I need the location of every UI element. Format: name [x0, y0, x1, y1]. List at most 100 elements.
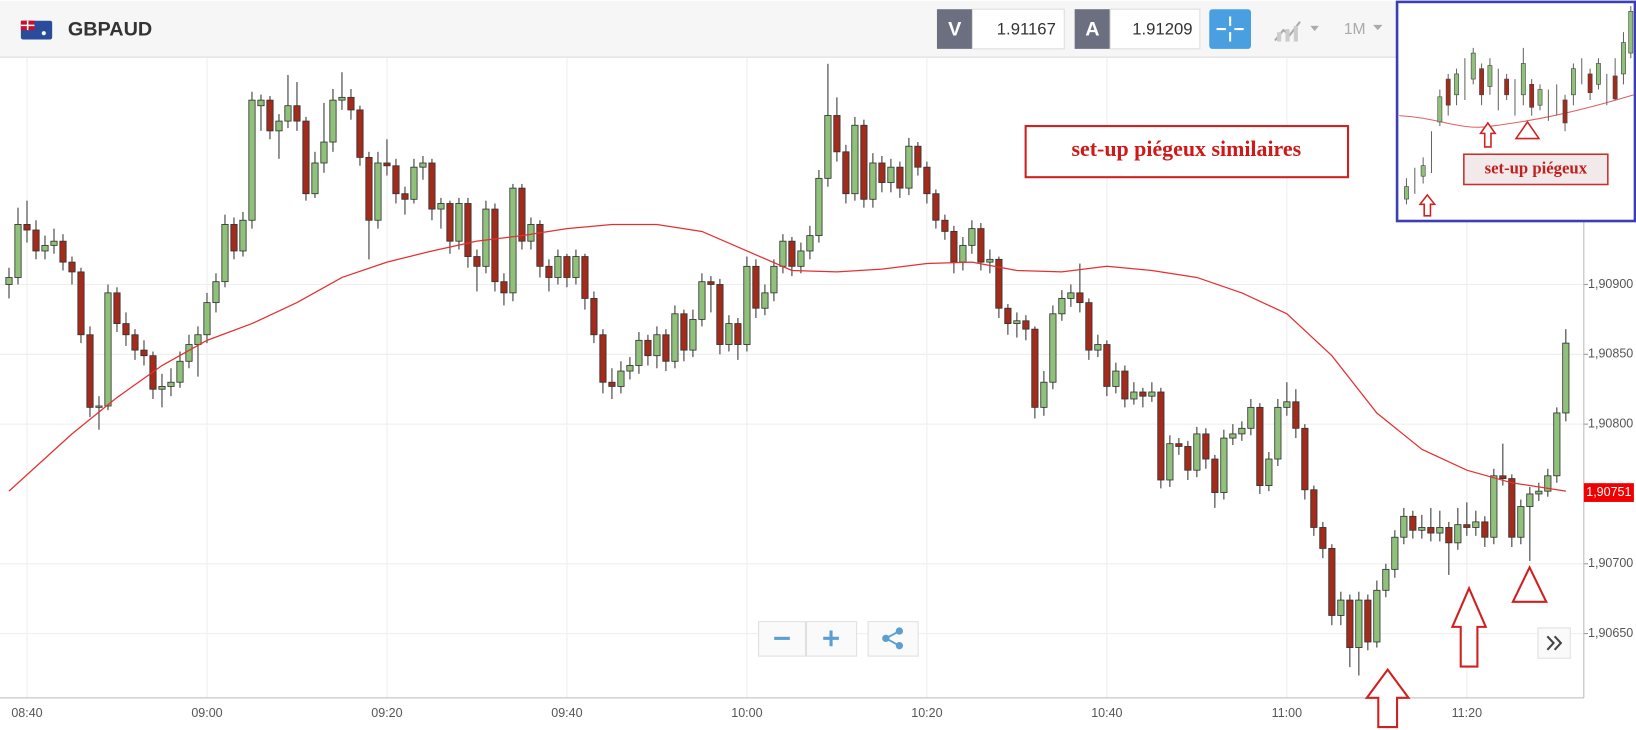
candle-body	[185, 344, 193, 362]
zoom-out-button[interactable]	[758, 621, 807, 657]
zoom-in-button[interactable]	[806, 621, 858, 657]
x-tick-label: 11:20	[1452, 706, 1482, 720]
candle-body	[1562, 342, 1570, 414]
candle-body	[968, 228, 976, 246]
plot-area: 08:40 09:00 09:20 09:40 10:00 10:20 10:40 11:00…	[0, 58, 1634, 720]
candle-body	[1490, 475, 1498, 538]
x-tick-label: 09:20	[371, 706, 402, 720]
candle-body	[527, 224, 535, 242]
candle-body	[473, 256, 481, 267]
candle-body	[1121, 370, 1129, 400]
candle-body	[887, 166, 895, 183]
candle-body	[104, 292, 112, 407]
candle-body	[617, 370, 625, 387]
candle-body	[401, 193, 409, 200]
candle-body	[374, 162, 382, 221]
buy-label: A	[1085, 18, 1099, 40]
candle-body	[635, 339, 643, 366]
candle-body	[1130, 391, 1138, 400]
candle-body	[50, 240, 58, 246]
candle-body	[977, 228, 985, 263]
candle-body	[869, 162, 877, 200]
candle-body	[257, 99, 265, 107]
candle-body	[509, 187, 517, 294]
candle-body	[572, 256, 580, 278]
share-button[interactable]	[867, 621, 919, 657]
candle-body	[392, 165, 400, 195]
candle-body	[1202, 433, 1210, 460]
candle-body	[842, 151, 850, 195]
buy-button[interactable]	[1074, 9, 1111, 49]
sell-price-box[interactable]	[971, 8, 1065, 50]
buy-price-box[interactable]	[1109, 8, 1201, 50]
candle-body	[599, 334, 607, 383]
candle-body	[1301, 427, 1309, 491]
candle-body	[1148, 391, 1156, 397]
candle-body	[995, 258, 1003, 309]
candle-body	[671, 313, 679, 362]
candle-body	[1553, 412, 1561, 477]
candle-body	[779, 240, 787, 267]
candle-body	[1238, 427, 1246, 435]
y-tick-label: 1,90800	[1588, 416, 1633, 430]
crosshair-button[interactable]	[1209, 9, 1251, 49]
candle-body	[1535, 490, 1543, 495]
candle-body	[914, 145, 922, 168]
x-tick-label: 10:20	[911, 706, 942, 720]
candle-body	[707, 281, 715, 285]
candle-body	[329, 99, 337, 143]
candle-body	[626, 365, 634, 372]
candle-body	[1229, 433, 1237, 439]
candle-body	[365, 156, 373, 221]
candle-body	[194, 334, 202, 345]
candle-body	[1454, 524, 1462, 544]
candle-body	[1076, 292, 1084, 304]
candle-body	[1481, 521, 1489, 538]
symbol: GBPAUD	[68, 18, 152, 40]
candle-body	[653, 334, 661, 357]
annotation-text: set-up piégeux similaires	[1072, 136, 1302, 161]
candle-body	[1265, 458, 1273, 486]
candle-body	[113, 292, 121, 324]
buy-price: 1.91209	[1132, 19, 1192, 38]
candle-body	[770, 265, 778, 294]
candle-body	[14, 224, 22, 278]
chart-type-button[interactable]	[1274, 21, 1319, 42]
candle-body	[428, 162, 436, 210]
candle-body	[734, 323, 742, 345]
inset-annotation: set-up piégeux	[1485, 159, 1588, 178]
candle-body	[131, 334, 139, 351]
candle-body	[1445, 527, 1453, 544]
annotation-box	[1024, 125, 1350, 179]
candle-body	[122, 323, 130, 336]
candle-body	[1175, 443, 1183, 447]
candle-body	[248, 99, 256, 221]
candle-body	[311, 162, 319, 195]
candle-body	[851, 124, 859, 195]
candle-body	[905, 145, 913, 189]
candle-body	[1526, 493, 1534, 507]
candle-body	[581, 256, 589, 299]
candle-body	[1184, 446, 1192, 471]
candle-body	[743, 265, 751, 345]
sell-button[interactable]	[936, 9, 973, 49]
candle-body	[644, 339, 652, 357]
candle-body	[419, 162, 427, 168]
candle-body	[1067, 292, 1075, 299]
candle-body	[1544, 475, 1552, 492]
candle-body	[1112, 370, 1120, 387]
candle-body	[482, 208, 490, 267]
candle-body	[293, 105, 301, 122]
scroll-right-button[interactable]	[1537, 627, 1571, 659]
timeframe-button[interactable]: 1M	[1344, 21, 1383, 38]
candle-body	[1193, 433, 1201, 471]
candle-body	[725, 323, 733, 345]
candle-body	[1517, 506, 1525, 538]
candle-body	[230, 224, 238, 252]
candle-body	[1220, 437, 1228, 493]
candle-body	[356, 109, 364, 158]
arrow-annotation	[1364, 667, 1411, 729]
candle-body	[563, 256, 571, 278]
candle-body	[689, 318, 697, 351]
